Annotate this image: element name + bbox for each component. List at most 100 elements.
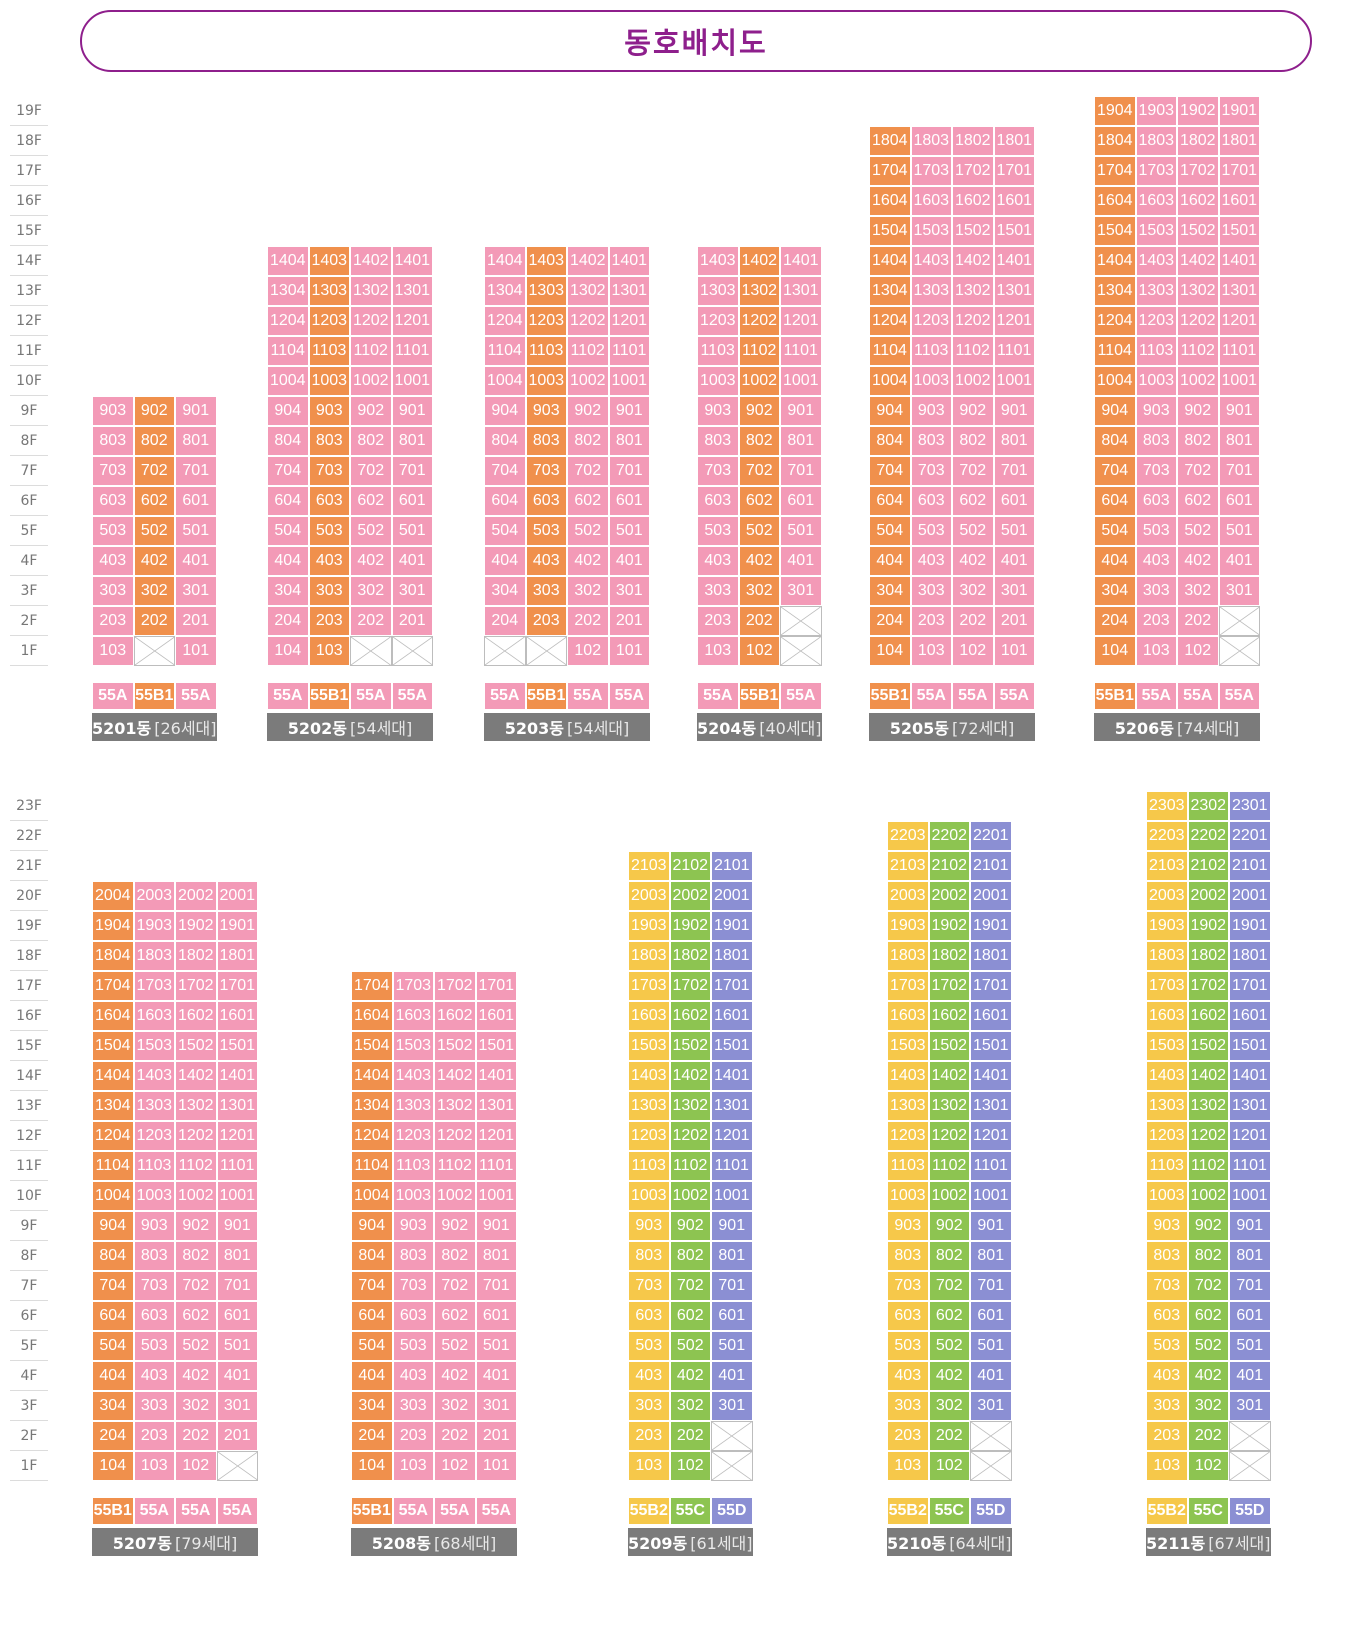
unit-cell[interactable]: 401 <box>175 546 217 576</box>
unit-cell[interactable]: 901 <box>780 396 822 426</box>
unit-cell[interactable]: 503 <box>92 516 134 546</box>
unit-cell[interactable]: 2001 <box>1229 881 1271 911</box>
unit-cell[interactable]: 502 <box>567 516 609 546</box>
unit-cell[interactable]: 1904 <box>92 911 134 941</box>
unit-cell[interactable]: 1502 <box>175 1031 217 1061</box>
unit-cell[interactable]: 403 <box>133 1361 175 1391</box>
unit-cell[interactable]: 1601 <box>970 1001 1012 1031</box>
unit-cell[interactable]: 502 <box>434 1331 476 1361</box>
unit-cell[interactable]: 803 <box>308 426 350 456</box>
unit-cell[interactable]: 1903 <box>628 911 670 941</box>
unit-cell[interactable]: 103 <box>910 636 952 666</box>
unit-cell[interactable]: 104 <box>351 1451 393 1481</box>
unit-cell[interactable]: 1503 <box>133 1031 175 1061</box>
unit-cell[interactable]: 103 <box>308 636 350 666</box>
unit-cell[interactable]: 1404 <box>869 246 911 276</box>
unit-cell[interactable]: 401 <box>391 546 433 576</box>
unit-cell[interactable]: 1501 <box>216 1031 258 1061</box>
unit-cell[interactable]: 1704 <box>92 971 134 1001</box>
unit-cell[interactable]: 202 <box>133 606 175 636</box>
unit-cell[interactable]: 802 <box>133 426 175 456</box>
unit-cell[interactable]: 302 <box>133 576 175 606</box>
unit-cell[interactable]: 1101 <box>1218 336 1260 366</box>
unit-cell[interactable]: 2301 <box>1229 791 1271 821</box>
unit-cell[interactable]: 701 <box>711 1271 753 1301</box>
unit-cell[interactable]: 1403 <box>887 1061 929 1091</box>
unit-cell[interactable]: 904 <box>1094 396 1136 426</box>
unit-cell[interactable]: 904 <box>92 1211 134 1241</box>
unit-cell[interactable]: 1304 <box>92 1091 134 1121</box>
unit-cell[interactable]: 504 <box>351 1331 393 1361</box>
unit-cell[interactable]: 704 <box>92 1271 134 1301</box>
unit-cell[interactable]: 1304 <box>869 276 911 306</box>
unit-cell[interactable]: 2102 <box>669 851 711 881</box>
unit-cell[interactable]: 1902 <box>928 911 970 941</box>
unit-cell[interactable]: 701 <box>1229 1271 1271 1301</box>
unit-cell[interactable]: 1401 <box>780 246 822 276</box>
unit-cell[interactable]: 1102 <box>928 1151 970 1181</box>
unit-cell[interactable]: 404 <box>267 546 309 576</box>
unit-cell[interactable]: 301 <box>993 576 1035 606</box>
unit-cell[interactable]: 1203 <box>1135 306 1177 336</box>
unit-cell[interactable]: 104 <box>1094 636 1136 666</box>
unit-cell[interactable]: 301 <box>608 576 650 606</box>
unit-cell[interactable]: 203 <box>910 606 952 636</box>
unit-cell[interactable]: 1301 <box>1218 276 1260 306</box>
unit-cell[interactable]: 1003 <box>697 366 739 396</box>
unit-cell[interactable]: 501 <box>993 516 1035 546</box>
unit-cell[interactable]: 1804 <box>92 941 134 971</box>
unit-cell[interactable]: 1304 <box>267 276 309 306</box>
unit-cell[interactable]: 2102 <box>928 851 970 881</box>
unit-cell[interactable]: 802 <box>669 1241 711 1271</box>
unit-cell[interactable]: 302 <box>567 576 609 606</box>
unit-cell[interactable]: 402 <box>175 1361 217 1391</box>
unit-cell[interactable]: 2004 <box>92 881 134 911</box>
unit-cell[interactable]: 1101 <box>1229 1151 1271 1181</box>
unit-cell[interactable]: 1201 <box>711 1121 753 1151</box>
unit-cell[interactable]: 103 <box>628 1451 670 1481</box>
unit-cell[interactable]: 1003 <box>308 366 350 396</box>
unit-cell[interactable]: 2003 <box>133 881 175 911</box>
unit-cell[interactable]: 903 <box>910 396 952 426</box>
unit-cell[interactable]: 1802 <box>1177 126 1219 156</box>
unit-cell[interactable]: 1103 <box>628 1151 670 1181</box>
unit-cell[interactable]: 303 <box>697 576 739 606</box>
unit-cell[interactable]: 1702 <box>669 971 711 1001</box>
unit-cell[interactable]: 1103 <box>1146 1151 1188 1181</box>
unit-cell[interactable]: 1904 <box>1094 96 1136 126</box>
unit-cell[interactable]: 902 <box>434 1211 476 1241</box>
unit-cell[interactable]: 2201 <box>970 821 1012 851</box>
unit-cell[interactable]: 1104 <box>351 1151 393 1181</box>
unit-cell[interactable]: 302 <box>350 576 392 606</box>
unit-cell[interactable]: 502 <box>928 1331 970 1361</box>
unit-cell[interactable]: 303 <box>525 576 567 606</box>
unit-cell[interactable]: 2203 <box>1146 821 1188 851</box>
unit-cell[interactable]: 1402 <box>1187 1061 1229 1091</box>
unit-cell[interactable]: 504 <box>869 516 911 546</box>
unit-cell[interactable]: 503 <box>887 1331 929 1361</box>
unit-cell[interactable]: 1003 <box>525 366 567 396</box>
unit-cell[interactable]: 402 <box>434 1361 476 1391</box>
unit-cell[interactable]: 1601 <box>711 1001 753 1031</box>
unit-cell[interactable]: 1004 <box>92 1181 134 1211</box>
unit-cell[interactable]: 801 <box>1218 426 1260 456</box>
unit-cell[interactable]: 1801 <box>216 941 258 971</box>
unit-cell[interactable]: 1502 <box>1177 216 1219 246</box>
unit-cell[interactable]: 2002 <box>928 881 970 911</box>
unit-cell[interactable]: 1503 <box>392 1031 434 1061</box>
unit-cell[interactable]: 603 <box>887 1301 929 1331</box>
unit-cell[interactable]: 702 <box>350 456 392 486</box>
unit-cell[interactable]: 604 <box>267 486 309 516</box>
unit-cell[interactable]: 902 <box>738 396 780 426</box>
unit-cell[interactable]: 803 <box>1135 426 1177 456</box>
unit-cell[interactable]: 2001 <box>216 881 258 911</box>
unit-cell[interactable]: 601 <box>1229 1301 1271 1331</box>
unit-cell[interactable]: 1501 <box>1218 216 1260 246</box>
unit-cell[interactable]: 1602 <box>669 1001 711 1031</box>
unit-cell[interactable]: 1801 <box>993 126 1035 156</box>
unit-cell[interactable]: 1501 <box>711 1031 753 1061</box>
unit-cell[interactable]: 1404 <box>1094 246 1136 276</box>
unit-cell[interactable]: 1001 <box>216 1181 258 1211</box>
unit-cell[interactable]: 102 <box>669 1451 711 1481</box>
unit-cell[interactable]: 1401 <box>216 1061 258 1091</box>
